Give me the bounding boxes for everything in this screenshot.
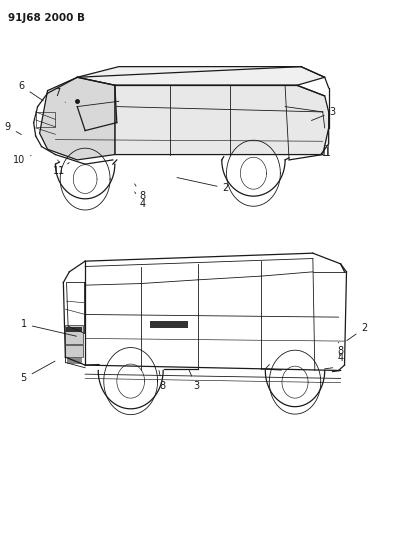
- Text: 4: 4: [337, 353, 344, 363]
- Text: 3: 3: [311, 107, 336, 120]
- Text: 1: 1: [21, 319, 76, 336]
- Text: 8: 8: [159, 370, 166, 391]
- Bar: [65, 345, 83, 357]
- Polygon shape: [115, 85, 329, 155]
- Text: 8: 8: [135, 184, 146, 201]
- Text: 2: 2: [347, 324, 367, 341]
- Text: 9: 9: [5, 122, 21, 134]
- Text: 91J68 2000 B: 91J68 2000 B: [8, 13, 85, 23]
- Text: 5: 5: [21, 361, 55, 383]
- Text: 8: 8: [337, 342, 344, 356]
- Bar: [65, 325, 83, 344]
- Bar: [67, 358, 82, 364]
- Text: 11: 11: [53, 163, 69, 175]
- Bar: [324, 145, 328, 155]
- Polygon shape: [77, 67, 325, 85]
- Text: 4: 4: [135, 192, 146, 208]
- Bar: [36, 112, 55, 127]
- Bar: [150, 321, 188, 328]
- Text: 7: 7: [54, 88, 65, 102]
- Polygon shape: [40, 77, 115, 160]
- Bar: [66, 327, 82, 332]
- Text: 2: 2: [177, 177, 229, 193]
- Text: 10: 10: [13, 155, 31, 165]
- Text: 6: 6: [19, 82, 43, 101]
- Text: 3: 3: [189, 370, 199, 391]
